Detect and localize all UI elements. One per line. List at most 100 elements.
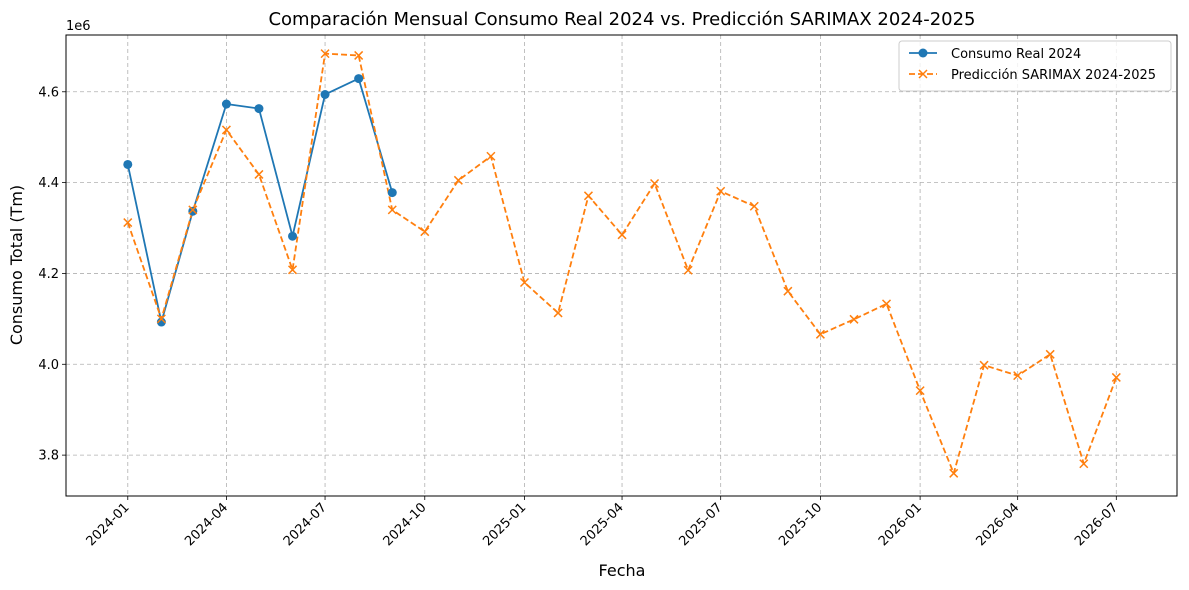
x-tick-label: 2025-01	[480, 500, 529, 549]
prediction-point	[650, 178, 660, 189]
legend: Consumo Real 2024 Predicción SARIMAX 202…	[898, 40, 1172, 92]
prediction-point	[288, 265, 298, 275]
prediction-point	[123, 218, 133, 228]
x-tick-label: 2025-10	[776, 500, 825, 549]
prediction-point-stroke	[453, 175, 463, 185]
x-tick-label: 2026-04	[973, 500, 1022, 549]
prediction-point-stroke	[254, 169, 264, 179]
prediction-point-stroke	[815, 329, 825, 339]
prediction-point	[915, 386, 925, 396]
y-tick-label: 4.2	[38, 267, 59, 282]
prediction-point-stroke	[650, 178, 660, 189]
prediction-point	[1045, 349, 1055, 359]
prediction-point-stroke	[1079, 459, 1089, 469]
prediction-point	[881, 299, 892, 309]
prediction-point	[221, 125, 231, 135]
prediction-point	[254, 169, 264, 179]
y-ticks: 3.8 4.0 4.2 4.4 4.6	[38, 85, 66, 464]
prediction-point-stroke	[354, 50, 364, 60]
plot-frame	[65, 34, 1178, 497]
prediction-point-stroke	[949, 468, 959, 478]
chart-title: Comparación Mensual Consumo Real 2024 vs…	[268, 9, 975, 30]
prediction-point-stroke	[288, 265, 298, 275]
real-point	[254, 104, 264, 114]
prediction-point-stroke	[749, 201, 759, 211]
prediction-point-stroke	[716, 186, 726, 196]
prediction-point-stroke	[156, 314, 166, 324]
prediction-point-stroke	[123, 218, 133, 228]
y-tick-label: 4.6	[38, 85, 59, 100]
prediction-point-stroke	[553, 308, 563, 318]
prediction-point	[1013, 371, 1023, 381]
prediction-point	[1111, 372, 1121, 382]
prediction-point	[583, 191, 593, 201]
x-tick-label: 2024-04	[182, 500, 231, 549]
prediction-point	[949, 468, 959, 478]
real-point	[123, 159, 133, 169]
legend-point	[918, 48, 928, 58]
prediction-point	[815, 329, 825, 339]
series-line-prediction	[126, 52, 1118, 475]
prediction-point	[354, 50, 364, 60]
prediction-point-stroke	[387, 205, 397, 215]
legend-label-prediction: Predicción SARIMAX 2024-2025	[951, 68, 1156, 83]
prediction-point	[519, 278, 530, 288]
x-tick-label: 2024-01	[84, 500, 133, 549]
real-point	[156, 317, 166, 327]
legend-point-stroke	[918, 69, 928, 79]
legend-box	[898, 40, 1172, 92]
legend-marker-real	[918, 48, 928, 58]
prediction-point	[188, 205, 198, 215]
x-tick-label: 2024-07	[281, 500, 330, 549]
prediction-point-stroke	[583, 191, 593, 201]
prediction-point	[553, 308, 563, 318]
prediction-point	[979, 360, 989, 370]
prediction-point-stroke	[1111, 372, 1121, 382]
x-tick-label: 2025-04	[578, 500, 627, 549]
prediction-point-stroke	[1013, 371, 1023, 381]
prediction-point	[683, 265, 693, 275]
prediction-point-stroke	[683, 265, 693, 275]
prediction-point-stroke	[979, 360, 989, 370]
prediction-point-stroke	[420, 227, 430, 237]
x-tick-label: 2024-10	[381, 500, 430, 549]
real-point	[221, 99, 231, 109]
prediction-point-stroke	[486, 151, 496, 161]
prediction-point-stroke	[188, 205, 198, 215]
prediction-point	[453, 175, 463, 185]
prediction-point-stroke	[849, 314, 859, 324]
prediction-point	[716, 186, 726, 196]
prediction-point	[1079, 459, 1089, 469]
prediction-point-stroke	[320, 49, 330, 59]
real-point	[354, 74, 364, 84]
real-point	[188, 206, 198, 216]
y-tick-label: 3.8	[38, 449, 59, 464]
prediction-point	[749, 201, 759, 211]
x-axis-label: Fecha	[599, 561, 646, 580]
prediction-point-stroke	[519, 278, 530, 288]
series-line-real	[126, 77, 394, 323]
plot-markers	[123, 49, 1121, 478]
real-point	[288, 231, 298, 241]
prediction-point-stroke	[1045, 349, 1055, 359]
prediction-point	[617, 230, 627, 240]
x-ticks: 2024-01 2024-04 2024-07 2024-10 2025-01 2025-…	[84, 496, 1121, 549]
grid	[66, 35, 1177, 496]
prediction-point-stroke	[881, 299, 892, 309]
prediction-point	[486, 151, 496, 161]
plot-lines	[126, 52, 1118, 475]
x-tick-label: 2026-07	[1072, 500, 1121, 549]
prediction-point	[156, 314, 166, 324]
real-point	[320, 89, 330, 99]
prediction-point	[783, 286, 793, 296]
x-tick-label: 2026-01	[876, 500, 925, 549]
prediction-point	[420, 227, 430, 237]
prediction-point	[320, 49, 330, 59]
real-point	[387, 188, 397, 198]
prediction-point	[387, 205, 397, 215]
legend-label-real: Consumo Real 2024	[951, 47, 1081, 62]
prediction-point	[849, 314, 859, 324]
x-tick-label: 2025-07	[676, 500, 725, 549]
legend-marker-prediction	[918, 69, 928, 79]
